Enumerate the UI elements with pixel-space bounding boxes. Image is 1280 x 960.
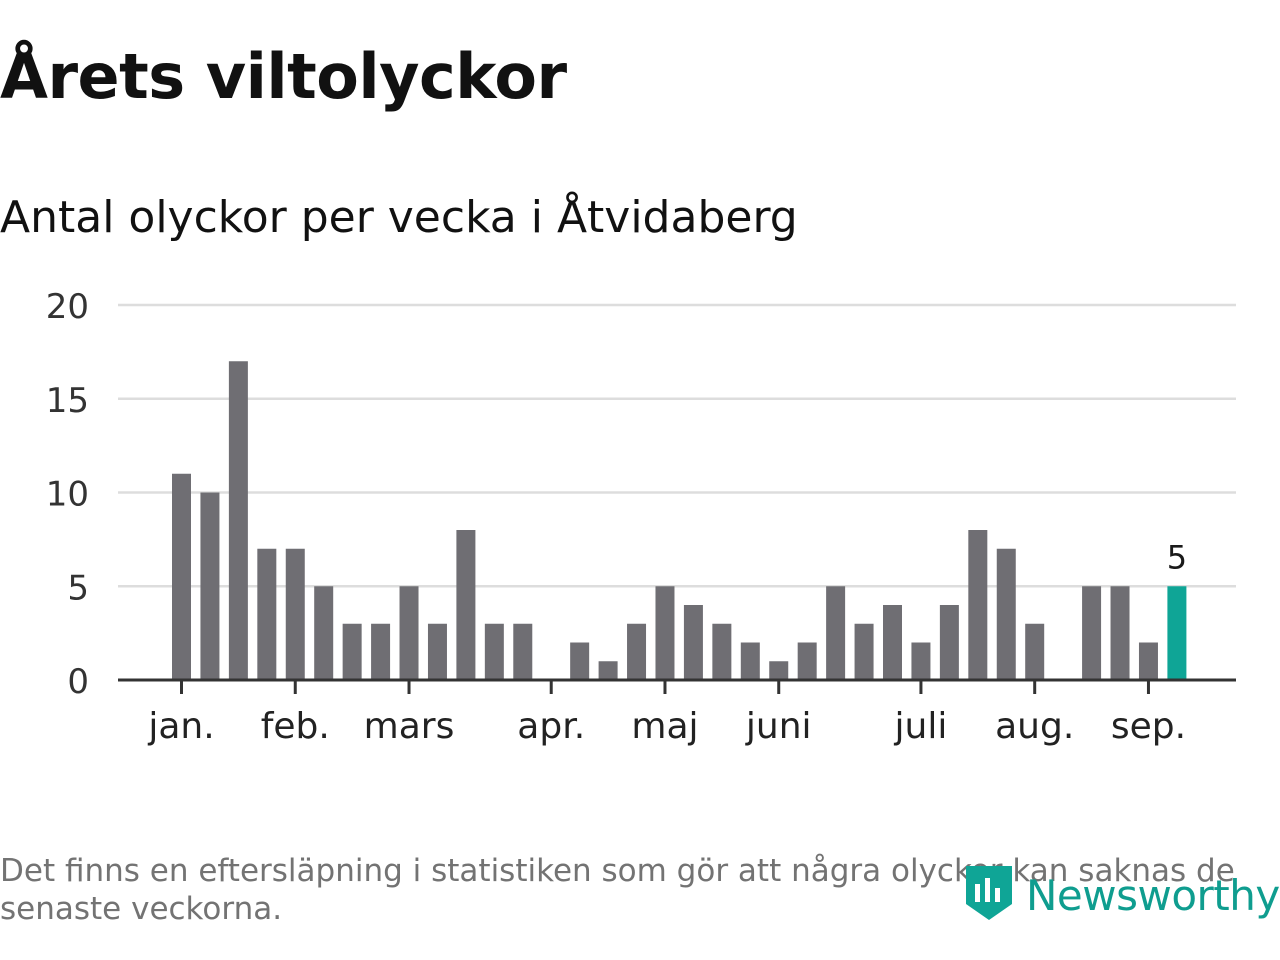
bar-chart: 0 5 10 15 20 5 jan. feb. mars apr. maj juni juli aug.… [46, 287, 1236, 747]
bar [996, 548, 1016, 680]
bar [826, 586, 846, 680]
bar [911, 642, 931, 680]
footnote: Det finns en eftersläpning i statistiken… [0, 853, 1235, 927]
bar [285, 548, 305, 680]
y-tick-label: 15 [46, 381, 89, 421]
bar [740, 642, 760, 680]
bar [228, 361, 248, 680]
bar [655, 586, 675, 680]
bar [257, 548, 277, 680]
bar [484, 623, 504, 680]
bar [854, 623, 874, 680]
bar-highlighted [1167, 586, 1187, 680]
chart-title: Årets viltolyckor [0, 40, 567, 113]
x-tick-label: juli [894, 706, 948, 747]
x-tick-label: maj [631, 706, 698, 747]
value-label: 5 [1167, 538, 1187, 576]
bar [200, 492, 220, 680]
bar [883, 605, 902, 680]
bar [598, 661, 618, 680]
bar [371, 623, 391, 680]
x-tick-label: mars [364, 706, 455, 747]
bar [314, 586, 334, 680]
bar [1138, 642, 1158, 680]
bar [797, 642, 817, 680]
bar [627, 623, 647, 680]
bar [1025, 623, 1045, 680]
bar [1110, 586, 1130, 680]
y-tick-label: 20 [46, 287, 89, 327]
brand-name: Newsworthy [1026, 870, 1280, 920]
bar [513, 623, 533, 680]
bar [1082, 586, 1102, 680]
x-tick-label: juni [745, 706, 812, 747]
y-tick-label: 0 [67, 662, 89, 702]
bar [570, 642, 590, 680]
y-tick-label: 10 [46, 475, 89, 515]
x-tick-label: apr. [517, 706, 585, 747]
bar [939, 605, 959, 680]
bar [427, 623, 447, 680]
y-tick-label: 5 [67, 568, 89, 608]
bar [968, 530, 988, 680]
bar [172, 473, 191, 680]
bar [769, 661, 789, 680]
x-tick-label: aug. [995, 706, 1074, 747]
x-tick-label: jan. [147, 706, 214, 747]
bar [342, 623, 362, 680]
newsworthy-logo-icon [962, 862, 1016, 928]
bar [683, 605, 703, 680]
chart-subtitle: Antal olyckor per vecka i Åtvidaberg [0, 192, 798, 243]
newsworthy-logo[interactable]: Newsworthy [962, 862, 1280, 928]
x-tick-label: feb. [261, 706, 330, 747]
bar [712, 623, 732, 680]
bar [456, 530, 476, 680]
bar [399, 586, 419, 680]
x-tick-label: sep. [1111, 706, 1186, 747]
